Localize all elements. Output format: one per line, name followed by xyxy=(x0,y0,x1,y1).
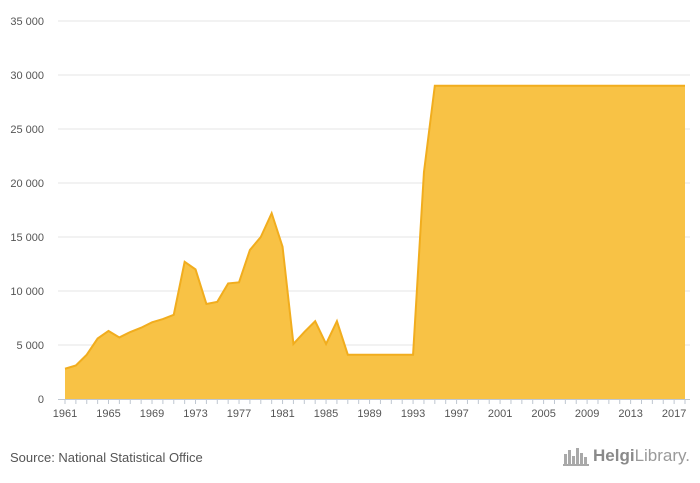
y-gridlines xyxy=(58,20,690,346)
x-tick-label: 2009 xyxy=(575,408,599,420)
area-line xyxy=(64,84,685,370)
x-tick-label: 1981 xyxy=(270,408,294,420)
source-note: Source: National Statistical Office xyxy=(10,450,203,465)
y-tick-label: 15 000 xyxy=(10,232,44,244)
x-tick-label: 2013 xyxy=(618,408,642,420)
y-tick-label: 25 000 xyxy=(10,124,44,136)
y-tick-label: 5 000 xyxy=(16,340,44,352)
y-tick-label: 35 000 xyxy=(10,16,44,28)
x-tick-label: 1969 xyxy=(140,408,164,420)
y-axis-ticks: 0 5 000 10 000 15 000 20 000 25 000 30 000 35 0… xyxy=(10,16,44,406)
city-skyline-icon xyxy=(563,448,589,466)
y-tick-label: 20 000 xyxy=(10,178,44,190)
x-tick-label: 2017 xyxy=(662,408,686,420)
y-tick-label: 0 xyxy=(38,394,44,406)
x-tick-label: 2005 xyxy=(531,408,555,420)
y-tick-label: 30 000 xyxy=(10,70,44,82)
x-tick-label: 1973 xyxy=(183,408,207,420)
x-tick-label: 1977 xyxy=(227,408,251,420)
chart-footer: Source: National Statistical Office Helg… xyxy=(0,440,700,483)
helgi-library-logo: HelgiLibrary. xyxy=(563,446,690,466)
x-tick-label: 1961 xyxy=(53,408,77,420)
x-tick-label: 1989 xyxy=(357,408,381,420)
logo-text: HelgiLibrary. xyxy=(593,446,690,466)
x-tick-label: 1965 xyxy=(96,408,120,420)
area-series xyxy=(64,84,685,400)
x-tick-label: 1985 xyxy=(314,408,338,420)
logo-text-helgi: Helgi xyxy=(593,446,635,465)
x-tick-label: 2001 xyxy=(488,408,512,420)
y-tick-label: 10 000 xyxy=(10,286,44,298)
logo-text-library: Library. xyxy=(634,446,690,465)
area-chart: 0 5 000 10 000 15 000 20 000 25 000 30 000 35 0… xyxy=(10,16,690,420)
x-tick-label: 1997 xyxy=(444,408,468,420)
x-axis-ticks: 1961 1965 1969 1973 1977 1981 1985 1989 1993 1997… xyxy=(53,399,686,420)
area-fill xyxy=(65,85,685,400)
x-tick-label: 1993 xyxy=(401,408,425,420)
